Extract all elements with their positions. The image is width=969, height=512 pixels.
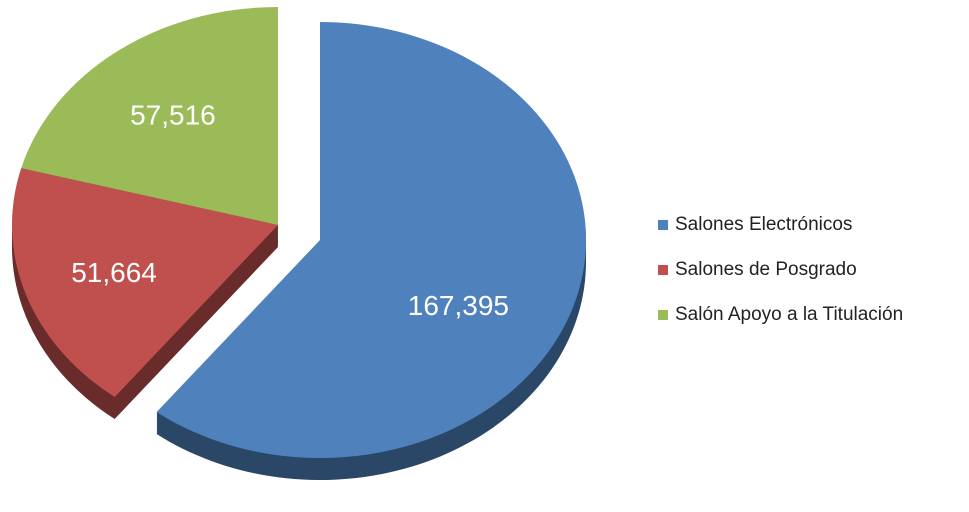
legend-swatch <box>658 220 668 230</box>
value-label: 167,395 <box>408 290 509 321</box>
slice <box>21 7 279 225</box>
slice <box>156 22 587 459</box>
slice <box>12 168 278 398</box>
legend-label: Salones de Posgrado <box>675 259 857 280</box>
value-label: 57,516 <box>130 100 216 131</box>
legend-label: Salones Electrónicos <box>675 214 852 235</box>
legend-swatch <box>658 265 668 275</box>
legend-label: Salón Apoyo a la Titulación <box>675 304 903 325</box>
legend-swatch <box>658 310 668 320</box>
value-label: 51,664 <box>71 257 157 288</box>
